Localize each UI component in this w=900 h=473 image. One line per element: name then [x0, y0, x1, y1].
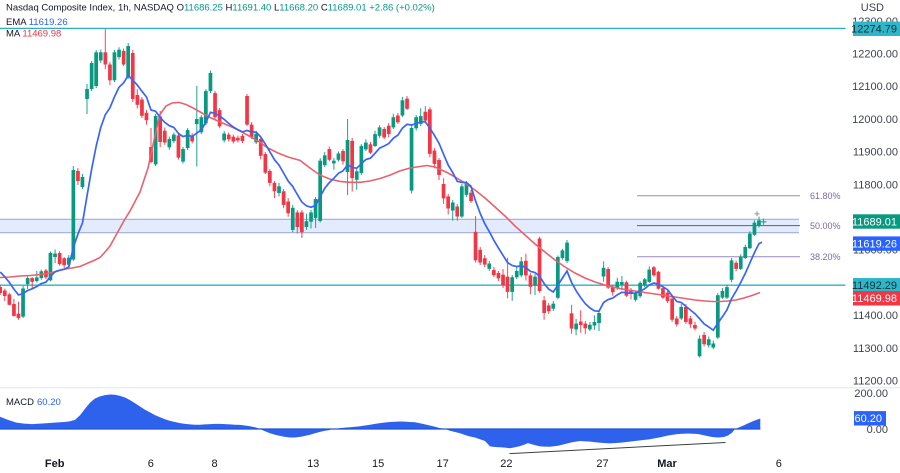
- svg-text:61.80%: 61.80%: [810, 191, 841, 201]
- svg-text:11689.01: 11689.01: [852, 216, 897, 228]
- svg-text:11492.29: 11492.29: [852, 280, 897, 292]
- svg-text:27: 27: [596, 458, 608, 470]
- svg-text:MA 11469.98: MA 11469.98: [6, 29, 61, 40]
- svg-text:0.00: 0.00: [867, 424, 888, 436]
- svg-text:11400.00: 11400.00: [853, 310, 898, 322]
- svg-text:13: 13: [307, 458, 319, 470]
- svg-text:6: 6: [148, 458, 154, 470]
- svg-text:12200.00: 12200.00: [852, 49, 898, 61]
- svg-text:USD: USD: [861, 2, 884, 14]
- svg-text:38.20%: 38.20%: [810, 252, 841, 262]
- svg-text:12274.79: 12274.79: [851, 24, 897, 36]
- svg-text:11800.00: 11800.00: [853, 179, 898, 191]
- svg-text:Nasdaq Composite Index, 1h, NA: Nasdaq Composite Index, 1h, NASDAQ O1168…: [6, 2, 435, 13]
- svg-text:11469.98: 11469.98: [852, 293, 897, 305]
- svg-text:17: 17: [436, 458, 448, 470]
- svg-text:15: 15: [372, 458, 384, 470]
- svg-text:12100.00: 12100.00: [852, 81, 898, 93]
- svg-text:12000.00: 12000.00: [852, 114, 898, 126]
- svg-text:50.00%: 50.00%: [810, 221, 841, 231]
- svg-text:22: 22: [500, 458, 512, 470]
- svg-text:60.20: 60.20: [854, 413, 882, 425]
- svg-text:11300.00: 11300.00: [853, 343, 898, 355]
- svg-text:Feb: Feb: [45, 458, 65, 470]
- svg-text:11200.00: 11200.00: [853, 376, 898, 388]
- svg-text:6: 6: [776, 458, 782, 470]
- svg-text:200.00: 200.00: [854, 388, 888, 400]
- svg-text:60.20: 60.20: [37, 397, 61, 408]
- svg-text:8: 8: [212, 458, 218, 470]
- svg-text:Mar: Mar: [657, 458, 677, 470]
- svg-text:EMA 11619.26: EMA 11619.26: [6, 17, 68, 28]
- svg-text:11619.26: 11619.26: [852, 238, 897, 250]
- svg-text:MACD: MACD: [6, 397, 34, 408]
- svg-text:11900.00: 11900.00: [853, 147, 898, 159]
